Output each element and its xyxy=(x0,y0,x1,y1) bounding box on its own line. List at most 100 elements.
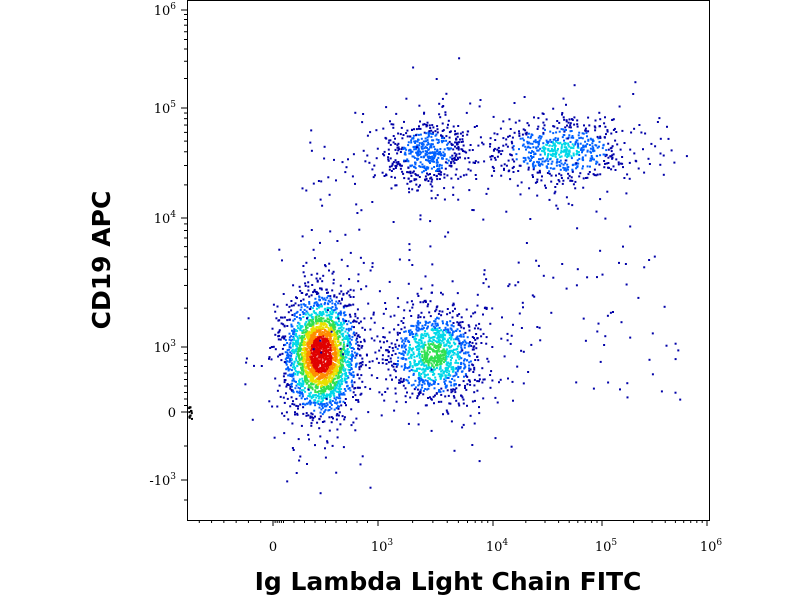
event-dot xyxy=(364,160,367,163)
event-dot xyxy=(310,331,313,334)
event-dot xyxy=(322,324,325,327)
event-dot xyxy=(335,300,338,303)
event-dot xyxy=(320,402,322,405)
event-dot xyxy=(554,155,557,158)
event-dot xyxy=(539,137,542,140)
event-dot xyxy=(305,326,307,329)
event-dot xyxy=(412,333,415,336)
event-dot xyxy=(356,317,359,320)
event-dot xyxy=(402,378,405,381)
event-dot xyxy=(326,369,329,372)
event-dot xyxy=(312,328,315,331)
event-dot xyxy=(268,400,271,403)
event-dot xyxy=(289,359,292,362)
event-dot xyxy=(441,105,444,108)
event-dot xyxy=(427,362,430,365)
event-dot xyxy=(563,146,566,149)
event-dot xyxy=(419,127,422,130)
event-dot xyxy=(407,171,410,174)
event-dot xyxy=(453,162,456,165)
event-dot xyxy=(594,126,597,129)
event-dots xyxy=(188,57,688,495)
event-dot xyxy=(334,387,337,390)
event-dot xyxy=(308,322,311,324)
event-dot xyxy=(307,289,310,292)
event-dot xyxy=(553,143,556,146)
event-dot xyxy=(431,284,434,287)
event-dot xyxy=(498,381,500,384)
event-dot xyxy=(333,331,336,334)
event-dot xyxy=(346,349,349,352)
event-dot xyxy=(322,350,325,353)
event-dot xyxy=(324,344,327,347)
event-dot xyxy=(286,351,289,354)
event-dot xyxy=(287,367,290,370)
event-dot xyxy=(581,156,584,159)
event-dot xyxy=(337,302,340,305)
event-dot xyxy=(342,353,344,356)
event-dot xyxy=(419,120,421,123)
event-dot xyxy=(336,368,339,371)
event-dot xyxy=(563,118,566,121)
event-dot xyxy=(286,319,289,322)
event-dot xyxy=(406,379,409,382)
event-dot xyxy=(312,322,315,325)
event-dot xyxy=(285,392,287,395)
event-dot xyxy=(320,287,323,290)
event-dot xyxy=(466,359,469,362)
event-dot xyxy=(522,306,524,309)
event-dot xyxy=(445,331,448,334)
event-dot xyxy=(450,381,452,384)
event-dot xyxy=(455,168,458,171)
event-dot xyxy=(336,332,339,335)
event-dot xyxy=(580,148,582,151)
event-dot xyxy=(309,371,312,374)
event-dot xyxy=(444,111,447,114)
event-dot xyxy=(396,347,399,350)
event-dot xyxy=(364,386,367,389)
event-dot xyxy=(439,173,442,176)
event-dot xyxy=(280,316,282,319)
event-dot xyxy=(527,168,530,171)
event-dot xyxy=(307,346,310,349)
event-dot xyxy=(340,383,343,386)
event-dot xyxy=(418,391,421,394)
event-dot xyxy=(446,174,449,177)
event-dot xyxy=(325,394,327,397)
event-dot xyxy=(298,459,301,462)
event-dot xyxy=(335,296,338,299)
event-dot xyxy=(310,361,313,364)
event-dot xyxy=(539,158,542,161)
event-dot xyxy=(438,167,441,170)
event-dot xyxy=(411,150,414,153)
event-dot xyxy=(468,189,471,192)
event-dot xyxy=(425,177,428,180)
event-dot xyxy=(311,370,314,373)
event-dot xyxy=(325,310,328,313)
event-dot xyxy=(368,360,371,363)
event-dot xyxy=(346,385,348,388)
event-dot xyxy=(423,332,426,335)
event-dot xyxy=(521,144,524,147)
event-dot xyxy=(568,153,571,156)
event-dot xyxy=(301,353,304,356)
event-dot xyxy=(604,153,607,156)
event-dot xyxy=(434,329,437,332)
event-dot xyxy=(547,148,550,151)
event-dot xyxy=(538,158,540,161)
event-dot xyxy=(409,361,412,363)
event-dot xyxy=(288,348,291,351)
event-dot xyxy=(577,134,580,137)
event-dot xyxy=(500,337,503,340)
event-dot xyxy=(330,330,333,333)
event-dot xyxy=(292,372,295,375)
event-dot xyxy=(310,351,313,354)
event-dot xyxy=(345,377,348,380)
event-dot xyxy=(300,303,303,306)
event-dot xyxy=(557,148,559,150)
event-dot xyxy=(424,344,427,346)
event-dot xyxy=(390,187,393,190)
event-dot xyxy=(408,332,411,335)
event-dot xyxy=(405,378,408,381)
event-dot xyxy=(300,338,303,341)
